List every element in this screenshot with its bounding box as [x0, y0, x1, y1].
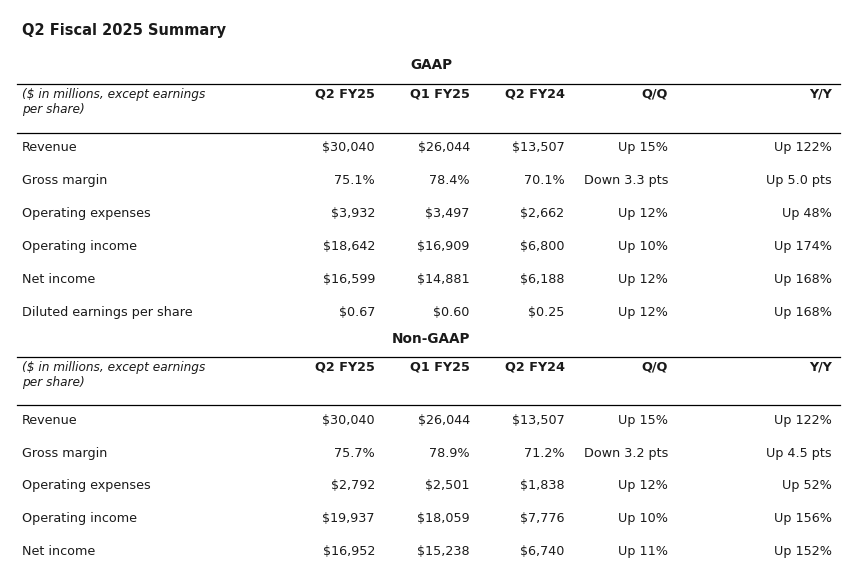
Text: Up 48%: Up 48%	[781, 207, 831, 220]
Text: 70.1%: 70.1%	[523, 174, 564, 188]
Text: Operating expenses: Operating expenses	[22, 207, 150, 220]
Text: Non-GAAP: Non-GAAP	[392, 332, 469, 346]
Text: ($ in millions, except earnings
per share): ($ in millions, except earnings per shar…	[22, 361, 205, 389]
Text: Gross margin: Gross margin	[22, 447, 107, 460]
Text: $16,952: $16,952	[322, 545, 375, 559]
Text: $16,909: $16,909	[417, 240, 469, 253]
Text: Operating expenses: Operating expenses	[22, 479, 150, 493]
Text: Q1 FY25: Q1 FY25	[410, 88, 469, 101]
Text: $2,792: $2,792	[331, 479, 375, 493]
Text: $30,040: $30,040	[322, 414, 375, 427]
Text: Up 152%: Up 152%	[773, 545, 831, 559]
Text: $6,188: $6,188	[519, 273, 564, 286]
Text: 75.1%: 75.1%	[334, 174, 375, 188]
Text: $0.67: $0.67	[338, 306, 375, 319]
Text: Y/Y: Y/Y	[808, 88, 831, 101]
Text: Up 122%: Up 122%	[773, 141, 831, 155]
Text: $14,881: $14,881	[417, 273, 469, 286]
Text: Up 15%: Up 15%	[617, 141, 667, 155]
Text: Revenue: Revenue	[22, 141, 77, 155]
Text: 78.9%: 78.9%	[429, 447, 469, 460]
Text: 71.2%: 71.2%	[523, 447, 564, 460]
Text: Diluted earnings per share: Diluted earnings per share	[22, 306, 192, 319]
Text: $13,507: $13,507	[511, 141, 564, 155]
Text: Y/Y: Y/Y	[808, 361, 831, 374]
Text: Revenue: Revenue	[22, 414, 77, 427]
Text: Up 52%: Up 52%	[781, 479, 831, 493]
Text: $26,044: $26,044	[417, 141, 469, 155]
Text: $2,501: $2,501	[424, 479, 469, 493]
Text: Up 174%: Up 174%	[773, 240, 831, 253]
Text: Gross margin: Gross margin	[22, 174, 107, 188]
Text: $6,740: $6,740	[520, 545, 564, 559]
Text: 78.4%: 78.4%	[429, 174, 469, 188]
Text: $13,507: $13,507	[511, 414, 564, 427]
Text: $3,932: $3,932	[331, 207, 375, 220]
Text: Up 10%: Up 10%	[617, 512, 667, 526]
Text: $16,599: $16,599	[322, 273, 375, 286]
Text: Up 168%: Up 168%	[773, 273, 831, 286]
Text: Q2 FY25: Q2 FY25	[315, 361, 375, 374]
Text: Up 12%: Up 12%	[617, 207, 667, 220]
Text: Operating income: Operating income	[22, 240, 136, 253]
Text: Up 12%: Up 12%	[617, 306, 667, 319]
Text: $26,044: $26,044	[417, 414, 469, 427]
Text: Up 12%: Up 12%	[617, 273, 667, 286]
Text: $3,497: $3,497	[425, 207, 469, 220]
Text: Up 5.0 pts: Up 5.0 pts	[765, 174, 831, 188]
Text: Up 10%: Up 10%	[617, 240, 667, 253]
Text: Up 11%: Up 11%	[617, 545, 667, 559]
Text: Q2 FY25: Q2 FY25	[315, 88, 375, 101]
Text: 75.7%: 75.7%	[334, 447, 375, 460]
Text: $1,838: $1,838	[519, 479, 564, 493]
Text: Q2 FY24: Q2 FY24	[504, 88, 564, 101]
Text: Net income: Net income	[22, 545, 95, 559]
Text: Q2 Fiscal 2025 Summary: Q2 Fiscal 2025 Summary	[22, 23, 226, 38]
Text: Down 3.2 pts: Down 3.2 pts	[583, 447, 667, 460]
Text: $19,937: $19,937	[322, 512, 375, 526]
Text: Operating income: Operating income	[22, 512, 136, 526]
Text: $0.25: $0.25	[528, 306, 564, 319]
Text: Up 4.5 pts: Up 4.5 pts	[765, 447, 831, 460]
Text: $18,642: $18,642	[322, 240, 375, 253]
Text: Down 3.3 pts: Down 3.3 pts	[583, 174, 667, 188]
Text: Q1 FY25: Q1 FY25	[410, 361, 469, 374]
Text: $6,800: $6,800	[519, 240, 564, 253]
Text: Up 12%: Up 12%	[617, 479, 667, 493]
Text: Up 122%: Up 122%	[773, 414, 831, 427]
Text: $7,776: $7,776	[519, 512, 564, 526]
Text: $18,059: $18,059	[417, 512, 469, 526]
Text: Up 15%: Up 15%	[617, 414, 667, 427]
Text: Q2 FY24: Q2 FY24	[504, 361, 564, 374]
Text: $0.60: $0.60	[433, 306, 469, 319]
Text: $2,662: $2,662	[520, 207, 564, 220]
Text: Q/Q: Q/Q	[641, 361, 667, 374]
Text: Net income: Net income	[22, 273, 95, 286]
Text: GAAP: GAAP	[410, 58, 451, 72]
Text: ($ in millions, except earnings
per share): ($ in millions, except earnings per shar…	[22, 88, 205, 116]
Text: Up 156%: Up 156%	[773, 512, 831, 526]
Text: Q/Q: Q/Q	[641, 88, 667, 101]
Text: $30,040: $30,040	[322, 141, 375, 155]
Text: Up 168%: Up 168%	[773, 306, 831, 319]
Text: $15,238: $15,238	[417, 545, 469, 559]
